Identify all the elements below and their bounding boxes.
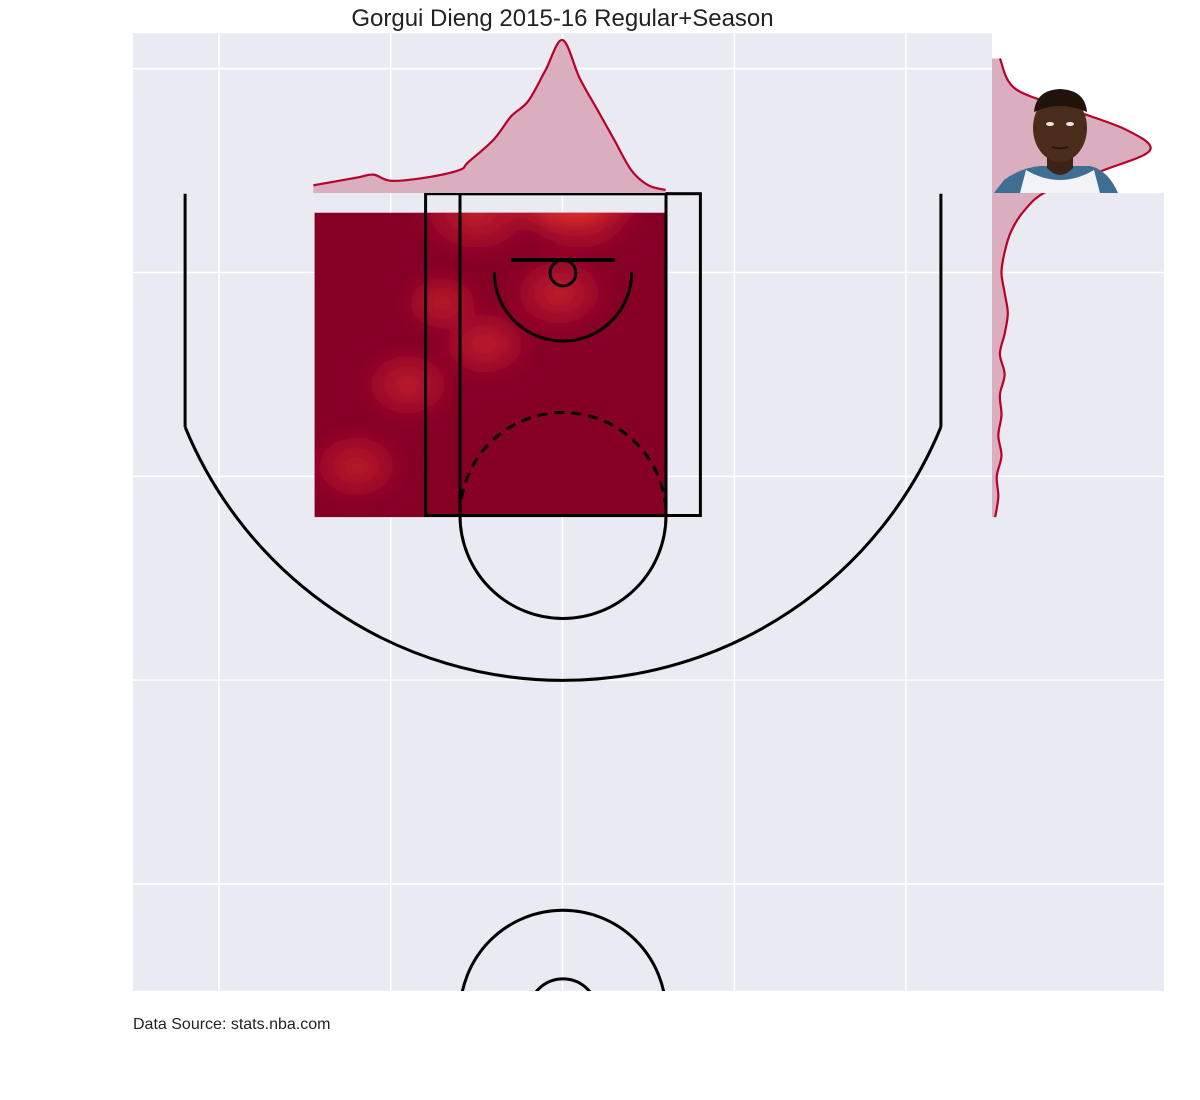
free-throw-bottom-arc (458, 515, 668, 620)
shot-density-heatmap (314, 212, 666, 518)
court-lines (183, 192, 943, 991)
data-source-note: Data Source: stats.nba.com (133, 1016, 330, 1033)
three-point-arc (183, 426, 943, 682)
right-marginal-axes-background (992, 193, 1164, 991)
center-circle-inner (534, 977, 592, 991)
heatmap-hotspot (499, 247, 619, 339)
right-marginal-gridlines (992, 271, 1164, 885)
inner-paint-box (458, 192, 668, 517)
free-throw-top-arc (458, 411, 668, 516)
right-marginal-line (994, 57, 1152, 518)
player-headshot-icon (994, 89, 1118, 193)
heatmap-hotspot (314, 423, 412, 509)
top-marginal-density (313, 38, 666, 194)
chart-title: Gorgui Dieng 2015-16 Regular+Season (351, 5, 773, 32)
heatmap-hotspots (314, 212, 651, 509)
center-circle-outer (460, 908, 666, 991)
hoop (548, 258, 578, 288)
heatmap-hotspot (394, 266, 490, 340)
top-marginal-line (313, 38, 666, 192)
heatmap-hotspot (352, 341, 464, 428)
top-marginal-fill (313, 39, 666, 194)
restricted-area-arc (492, 272, 634, 343)
